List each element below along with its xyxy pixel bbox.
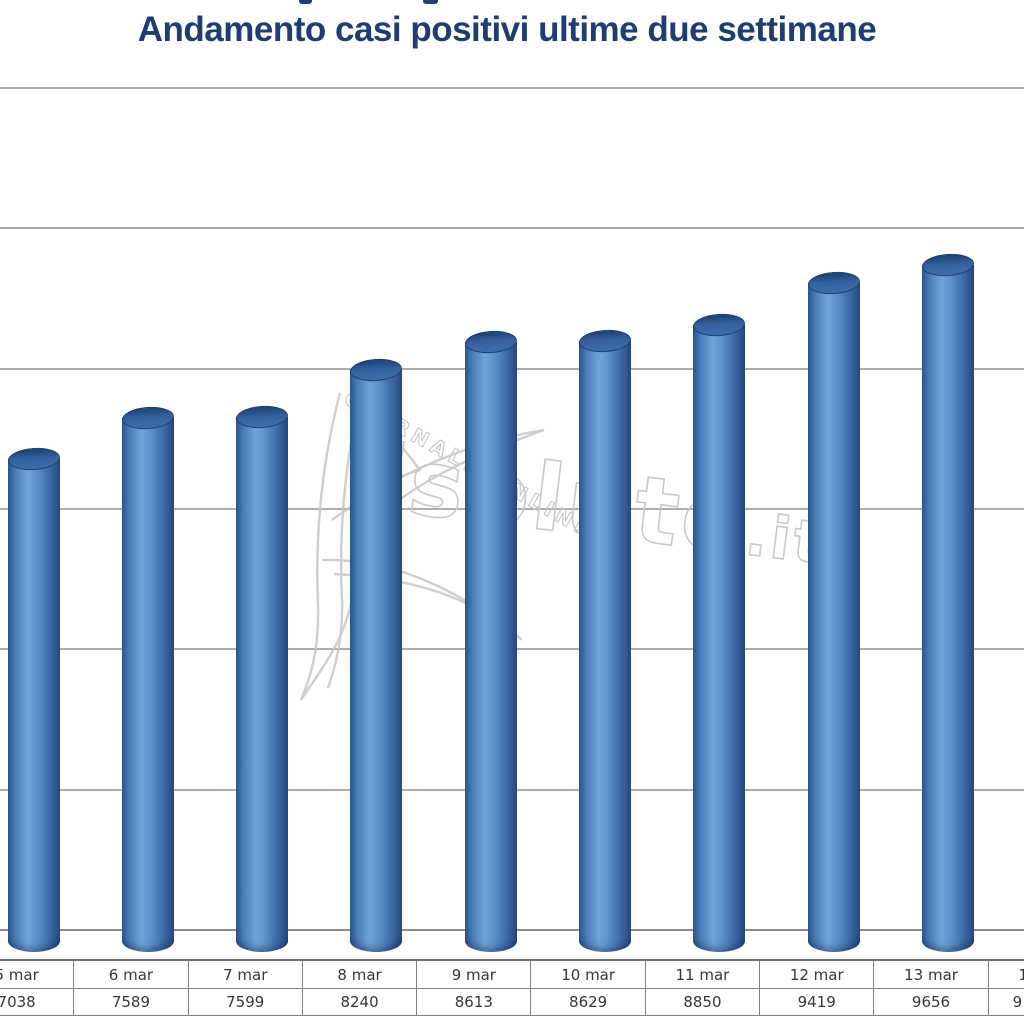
bar-body <box>122 418 174 952</box>
table-date-cell: 9 mar <box>417 961 532 989</box>
table-date-cell: 7 mar <box>188 961 303 989</box>
table-value-cell: 9 <box>988 989 1024 1016</box>
table-date-cell: 11 mar <box>645 961 761 989</box>
table-value-cell: 8613 <box>417 989 532 1016</box>
table-date-cell: 5 mar <box>0 961 75 989</box>
bar-13-mar <box>921 252 975 952</box>
bar-body <box>350 370 402 952</box>
bar-7-mar <box>235 404 289 952</box>
table-date-cell: 13 mar <box>874 961 989 989</box>
table-value-cell: 7589 <box>74 989 189 1016</box>
table-date-cell: 14 mar <box>988 961 1024 989</box>
table-date-cell: 10 mar <box>531 961 646 989</box>
table-value-cell: 9419 <box>760 989 875 1016</box>
bar-10-mar <box>578 328 632 952</box>
bar-6-mar <box>121 405 175 952</box>
bar-11-mar <box>692 312 746 952</box>
table-value-cell: 9656 <box>874 989 989 1016</box>
gridline <box>0 227 1024 229</box>
bar-9-mar <box>464 329 518 952</box>
table-value-cell: 8850 <box>645 989 761 1016</box>
bar-12-mar <box>807 270 861 952</box>
table-value-cell: 7038 <box>0 989 75 1016</box>
table-value-cell: 7599 <box>188 989 303 1016</box>
bar-body <box>922 265 974 952</box>
bar-8-mar <box>349 357 403 952</box>
table-date-cell: 6 mar <box>74 961 189 989</box>
bar-body <box>693 325 745 952</box>
bar-body <box>808 283 860 952</box>
table-value-cell: 8240 <box>302 989 418 1016</box>
bar-body <box>236 417 288 952</box>
chart-title: Andamento casi positivi ultime due setti… <box>137 10 877 49</box>
table-date-cell: 8 mar <box>302 961 418 989</box>
bar-5-mar <box>7 446 61 952</box>
bar-body <box>8 459 60 952</box>
gridline <box>0 87 1024 89</box>
bar-body <box>465 342 517 952</box>
table-value-cell: 8629 <box>531 989 646 1016</box>
crop-artifact <box>423 0 438 4</box>
crop-artifact <box>299 0 312 4</box>
table-date-cell: 12 mar <box>760 961 875 989</box>
bar-body <box>579 341 631 952</box>
